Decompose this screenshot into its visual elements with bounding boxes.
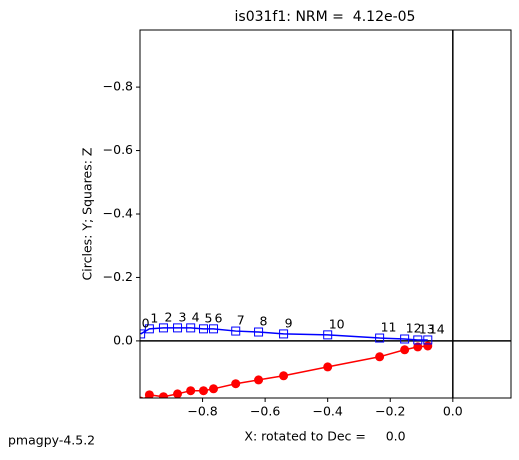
step-label: 1 — [150, 310, 158, 325]
step-label: 2 — [164, 309, 172, 324]
y-point — [254, 375, 264, 385]
z-point — [209, 324, 219, 334]
y-point — [209, 384, 219, 394]
x-tick-label: −0.8 — [187, 404, 217, 419]
y-point — [423, 341, 433, 351]
y-point — [413, 342, 423, 352]
step-label: 3 — [179, 309, 187, 324]
series-line — [140, 327, 428, 341]
y-point — [173, 389, 183, 398]
y-tick-label: −0.2 — [103, 269, 133, 284]
axes-frame — [139, 29, 512, 399]
x-axis-label: X: rotated to Dec = 0.0 — [244, 429, 405, 444]
z-point — [140, 329, 146, 339]
z-point — [323, 330, 333, 340]
z-point — [279, 329, 289, 339]
y-point — [231, 379, 241, 389]
y-point — [400, 345, 410, 355]
z-point — [413, 335, 423, 345]
step-label: 12 — [406, 320, 422, 335]
step-label: 10 — [329, 316, 345, 331]
y-point — [199, 386, 209, 396]
z-point — [400, 334, 410, 344]
z-point — [173, 323, 183, 333]
z-point — [231, 326, 241, 336]
y-point — [144, 390, 154, 398]
y-tick-label: −0.8 — [103, 79, 133, 94]
chart-title: is031f1: NRM = 4.12e-05 — [235, 9, 416, 25]
y-tick-label: −0.4 — [103, 206, 133, 221]
x-tick-label: −0.6 — [250, 404, 280, 419]
z-point — [423, 335, 433, 345]
y-point — [323, 362, 333, 372]
z-point — [375, 333, 385, 343]
step-label: 7 — [237, 313, 245, 328]
step-label: 6 — [215, 310, 223, 325]
version-footer: pmagpy-4.5.2 — [8, 433, 95, 448]
y-point — [158, 392, 168, 398]
x-tick-label: −0.4 — [313, 404, 343, 419]
y-point — [186, 386, 196, 396]
z-point — [186, 323, 196, 333]
z-point — [254, 327, 264, 337]
step-label: 13 — [419, 321, 435, 336]
step-label: 14 — [429, 321, 445, 336]
step-label: 11 — [381, 320, 397, 335]
step-label: 8 — [260, 314, 268, 329]
y-axis-label: Circles: Y; Squares: Z — [80, 148, 95, 281]
x-tick-label: −0.2 — [375, 404, 405, 419]
step-label: 0 — [142, 315, 150, 330]
z-point — [144, 324, 154, 334]
x-tick-label: 0.0 — [443, 404, 463, 419]
y-tick-label: 0.0 — [113, 332, 133, 347]
z-point — [199, 324, 209, 334]
y-point — [279, 371, 289, 381]
step-label: 5 — [205, 310, 213, 325]
step-label: 4 — [192, 309, 200, 324]
step-label: 9 — [285, 315, 293, 330]
y-point — [375, 352, 385, 362]
y-tick-label: −0.6 — [103, 142, 133, 157]
z-point — [158, 323, 168, 333]
